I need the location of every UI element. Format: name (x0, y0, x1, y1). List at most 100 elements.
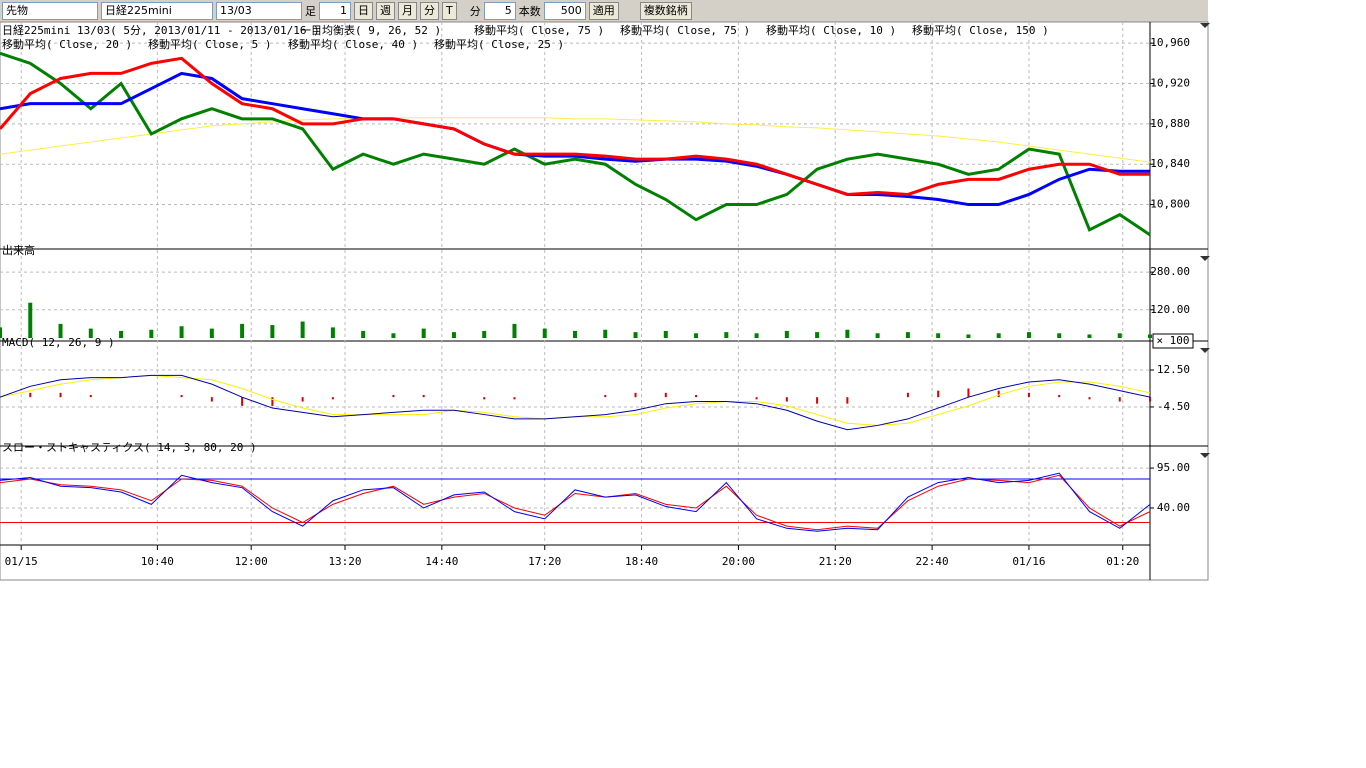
button[interactable]: T (442, 2, 457, 20)
bar (361, 330, 366, 338)
bar (724, 332, 729, 338)
frame (0, 21, 1209, 581)
bar (634, 392, 637, 398)
bar (664, 392, 667, 398)
bar (816, 397, 819, 404)
bar (28, 302, 33, 338)
legend-entry: 移動平均( Close, 75 ) (474, 23, 604, 37)
series-line (0, 71, 1150, 207)
legend-entry: 移動平均( Close, 75 ) (620, 23, 750, 37)
bar (119, 330, 124, 338)
bar (875, 333, 880, 338)
bar (906, 392, 909, 398)
bar (1088, 397, 1091, 400)
legend-entry: 移動平均( Close, 20 ) (2, 37, 132, 51)
bar (483, 397, 486, 400)
bar (482, 330, 487, 338)
bar (846, 397, 849, 404)
x-tick-label: 21:20 (819, 555, 852, 568)
legend-entry: 移動平均( Close, 5 ) (148, 37, 271, 51)
bar (603, 329, 608, 338)
spin[interactable]: 500 (543, 2, 586, 20)
x-tick-label: 01/16 (1012, 555, 1045, 568)
legend-entry: 移動平均( Close, 40 ) (288, 37, 418, 51)
bar (209, 328, 214, 338)
series-line (0, 51, 1151, 237)
bar (967, 388, 970, 398)
button[interactable]: 月 (398, 2, 417, 20)
x-tick-label: 01:20 (1106, 555, 1139, 568)
y-tick-label: 40.00 (1157, 501, 1190, 514)
bar (88, 328, 93, 338)
panel-title: MACD( 12, 26, 9 ) (2, 336, 115, 349)
bar (1149, 397, 1151, 402)
label: 分 (469, 5, 481, 18)
select[interactable]: 先物 (2, 2, 98, 20)
button[interactable]: 適用 (588, 2, 619, 20)
panel-title: 出来高 (2, 243, 35, 257)
y-tick-label: 10,960 (1150, 36, 1190, 49)
bar (542, 328, 547, 338)
bar (0, 327, 2, 338)
unit-label: × 100 (1156, 334, 1189, 347)
x-tick-label: 17:20 (528, 555, 561, 568)
bar (89, 395, 92, 398)
button[interactable]: 週 (376, 2, 395, 20)
bar (451, 332, 456, 338)
bar (996, 333, 1001, 338)
x-tick-label: 13:20 (328, 555, 361, 568)
button[interactable]: 複数銘柄 (639, 2, 692, 20)
bar (331, 397, 334, 400)
y-tick-label: 10,880 (1150, 117, 1190, 130)
series-line (0, 374, 1151, 431)
bar (695, 395, 698, 398)
legend-entry: 移動平均( Close, 150 ) (912, 23, 1049, 37)
bar (1087, 334, 1092, 338)
bar (301, 397, 304, 402)
bar (149, 329, 154, 338)
legend-entry: 移動平均( Close, 10 ) (766, 23, 896, 37)
bar (513, 397, 516, 400)
y-tick-label: 280.00 (1150, 265, 1190, 278)
bar (1026, 332, 1031, 338)
select[interactable]: 13/03 (216, 2, 302, 20)
bar (210, 397, 213, 402)
series-line (0, 56, 1150, 196)
bar (845, 329, 850, 338)
bar (180, 395, 183, 398)
label: 本数 (518, 5, 541, 18)
bar (300, 321, 305, 338)
chart: 01/15 10:40 12:00 13:20 14:40 17:20 18:40 20:00… (0, 21, 1210, 581)
label: 足 (305, 5, 316, 18)
scroll-marker (1200, 256, 1210, 261)
series-line (0, 374, 1151, 426)
bar (391, 333, 396, 338)
bar (966, 334, 971, 338)
x-tick-label: 22:40 (916, 555, 949, 568)
bar (271, 397, 274, 406)
bar (663, 330, 668, 338)
select[interactable]: 日経225mini (101, 2, 213, 20)
bar (785, 397, 788, 402)
button[interactable]: 日 (354, 2, 373, 20)
button[interactable]: 分 (420, 2, 439, 20)
bar (240, 323, 245, 338)
bar (422, 395, 425, 398)
bar (604, 395, 607, 398)
panel-title: スロー・ストキャスティクス( 14, 3, 80, 20 ) (2, 441, 257, 454)
legend-entry: 移動平均( Close, 25 ) (434, 37, 564, 51)
bar (330, 327, 335, 338)
bar (1148, 334, 1152, 338)
x-tick-label: 20:00 (722, 555, 755, 568)
x-tick-label: 12:00 (235, 555, 268, 568)
spin[interactable]: 5 (483, 2, 516, 20)
spin[interactable]: 1 (319, 2, 351, 20)
bar (1117, 333, 1122, 338)
x-tick-label: 10:40 (141, 555, 174, 568)
y-tick-label: 95.00 (1157, 461, 1190, 474)
y-tick-label: 10,840 (1150, 157, 1190, 170)
bar (29, 392, 32, 398)
series-line (0, 474, 1151, 531)
series-line (0, 117, 1151, 163)
